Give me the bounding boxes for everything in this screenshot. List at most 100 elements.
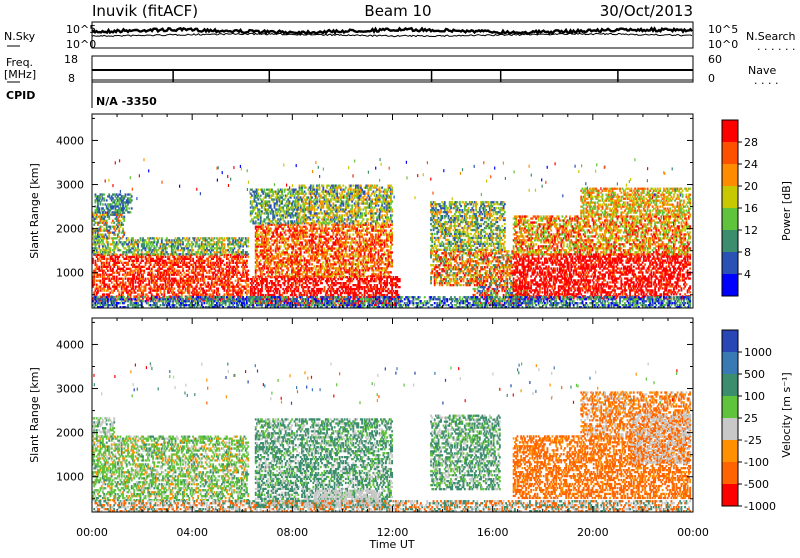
cell-550 bbox=[147, 278, 149, 280]
cell-1509 bbox=[236, 260, 238, 262]
cell-2011 bbox=[192, 243, 194, 245]
cell-4833 bbox=[359, 269, 361, 271]
cell-116 bbox=[103, 293, 105, 295]
cell-4762 bbox=[352, 253, 354, 255]
cell-4545 bbox=[335, 253, 337, 255]
cell-2162 bbox=[229, 237, 231, 239]
cell-320 bbox=[125, 282, 127, 284]
cell-4288 bbox=[314, 253, 316, 255]
cell-3670 bbox=[262, 226, 264, 228]
cell-3741 bbox=[269, 275, 271, 277]
cell-2891 bbox=[297, 286, 299, 288]
cell-753 bbox=[165, 260, 167, 262]
cell-4517 bbox=[332, 238, 334, 240]
cell-1245 bbox=[211, 280, 213, 282]
cell-2432 bbox=[98, 207, 100, 209]
cell-1193 bbox=[206, 293, 208, 295]
cell-243 bbox=[116, 276, 118, 278]
cpid-value: N/A -3350 bbox=[96, 95, 157, 108]
cell-2112 bbox=[216, 237, 218, 239]
cell-2040 bbox=[200, 237, 202, 239]
cell-1635 bbox=[95, 245, 97, 247]
cell-4673 bbox=[345, 265, 347, 267]
cell-2791 bbox=[281, 294, 283, 296]
cell-580 bbox=[150, 264, 152, 266]
cell-2080 bbox=[208, 237, 210, 239]
cell-3426 bbox=[380, 292, 382, 294]
cell-3661 bbox=[262, 253, 264, 255]
cell-1523 bbox=[237, 270, 239, 272]
cell-4277 bbox=[312, 230, 314, 232]
cell-2521 bbox=[120, 211, 122, 213]
cell-1111 bbox=[198, 272, 200, 274]
cell-1427 bbox=[229, 284, 231, 286]
cell-4347 bbox=[319, 247, 321, 249]
cell-331 bbox=[126, 288, 128, 290]
cell-754 bbox=[165, 256, 167, 258]
cell-1204 bbox=[207, 282, 209, 284]
cell-4253 bbox=[311, 259, 313, 261]
cell-4879 bbox=[363, 259, 365, 261]
cell-1614 bbox=[247, 290, 249, 292]
cell-887 bbox=[177, 272, 179, 274]
cell-1887 bbox=[161, 239, 163, 241]
cell-3522 bbox=[394, 296, 396, 298]
cell-3732 bbox=[267, 243, 269, 245]
cell-1749 bbox=[126, 239, 128, 241]
cell-2634 bbox=[257, 294, 259, 296]
cell-1154 bbox=[202, 288, 204, 290]
cell-978 bbox=[186, 264, 188, 266]
cell-4189 bbox=[305, 234, 307, 236]
cell-198 bbox=[112, 292, 114, 294]
cell-4661 bbox=[344, 255, 346, 257]
cell-4446 bbox=[326, 253, 328, 255]
cell-183 bbox=[110, 266, 112, 268]
cell-2898 bbox=[299, 282, 301, 284]
cell-3013 bbox=[316, 294, 318, 296]
cell-2424 bbox=[97, 205, 99, 207]
cell-2454 bbox=[103, 193, 105, 195]
cell-4177 bbox=[305, 275, 307, 277]
cell-1158 bbox=[202, 276, 204, 278]
cell-1491 bbox=[235, 272, 237, 274]
cell-473 bbox=[138, 264, 140, 266]
cell-1673 bbox=[105, 253, 107, 255]
cell-2135 bbox=[221, 237, 223, 239]
cell-4547 bbox=[335, 247, 337, 249]
cell-1653 bbox=[98, 239, 100, 241]
cell-651 bbox=[156, 260, 158, 262]
cell-2212 bbox=[242, 253, 244, 255]
cell-4714 bbox=[349, 255, 351, 257]
cell-1906 bbox=[166, 251, 168, 253]
cell-3165 bbox=[341, 278, 343, 280]
cell-2249 bbox=[95, 234, 97, 236]
cell-1705 bbox=[112, 239, 114, 241]
cell-4259 bbox=[311, 243, 313, 245]
cell-383 bbox=[131, 290, 133, 292]
cell-3561 bbox=[255, 273, 257, 275]
cell-4335 bbox=[317, 249, 319, 251]
cell-4473 bbox=[329, 271, 331, 273]
cell-88 bbox=[101, 290, 103, 292]
cell-3954 bbox=[287, 267, 289, 269]
cell-3731 bbox=[267, 247, 269, 249]
cell-1665 bbox=[102, 241, 104, 243]
cell-219 bbox=[113, 266, 115, 268]
cell-2167 bbox=[231, 253, 233, 255]
cell-764 bbox=[166, 264, 168, 266]
cell-3651 bbox=[261, 238, 263, 240]
cell-3724 bbox=[267, 267, 269, 269]
cell-899 bbox=[178, 284, 180, 286]
cell-3304 bbox=[361, 278, 363, 280]
cell-4235 bbox=[310, 275, 312, 277]
cell-834 bbox=[172, 266, 174, 268]
cell-414 bbox=[133, 274, 135, 276]
cell-4957 bbox=[369, 232, 371, 234]
cell-3884 bbox=[281, 271, 283, 273]
cell-2506 bbox=[116, 197, 118, 199]
cell-1779 bbox=[133, 245, 135, 247]
cell-1289 bbox=[215, 266, 217, 268]
cell-3543 bbox=[396, 290, 398, 292]
cell-2673 bbox=[262, 282, 264, 284]
cell-1271 bbox=[214, 290, 216, 292]
